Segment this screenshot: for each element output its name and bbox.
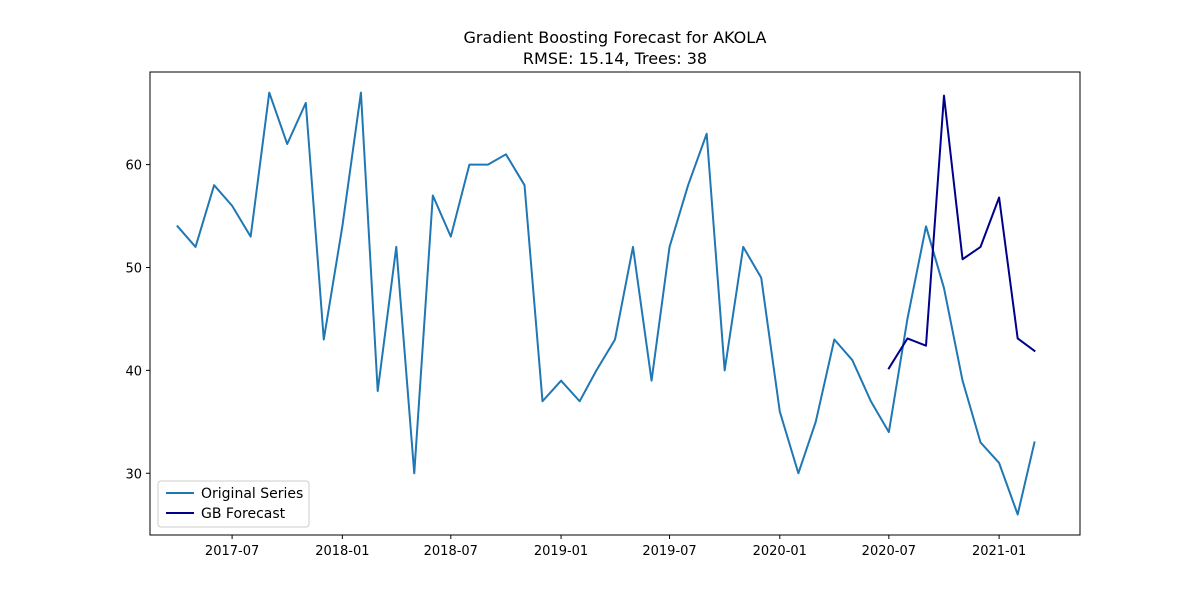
- series-line-1: [887, 94, 1036, 370]
- axes: 2017-07 2018-01 2018-07 2019-01 2019-07 2020-…: [125, 71, 1081, 559]
- legend-label-1: GB Forecast: [201, 506, 286, 522]
- x-tick-label: 2021-01: [972, 544, 1026, 559]
- x-tick-label: 2019-07: [642, 544, 696, 559]
- y-tick-label: 50: [125, 261, 142, 276]
- y-tick-label: 30: [125, 467, 142, 482]
- chart-subtitle: RMSE: 15.14, Trees: 38: [523, 49, 707, 68]
- x-tick-label: 2017-07: [205, 544, 259, 559]
- plot-area: [176, 91, 1036, 516]
- plot-frame: [149, 71, 1081, 536]
- legend: Original Series GB Forecast: [157, 480, 310, 528]
- chart-title: Gradient Boosting Forecast for AKOLA: [464, 28, 767, 47]
- x-tick-label: 2020-01: [753, 544, 807, 559]
- x-tick-label: 2018-01: [315, 544, 369, 559]
- x-tick-label: 2018-07: [424, 544, 478, 559]
- legend-box: [157, 480, 310, 528]
- y-tick-label: 40: [125, 364, 142, 379]
- legend-label-0: Original Series: [201, 486, 303, 502]
- y-tick-label: 60: [125, 159, 142, 174]
- x-tick-label: 2020-07: [862, 544, 916, 559]
- x-tick-label: 2019-01: [534, 544, 588, 559]
- series-line-0: [176, 91, 1036, 516]
